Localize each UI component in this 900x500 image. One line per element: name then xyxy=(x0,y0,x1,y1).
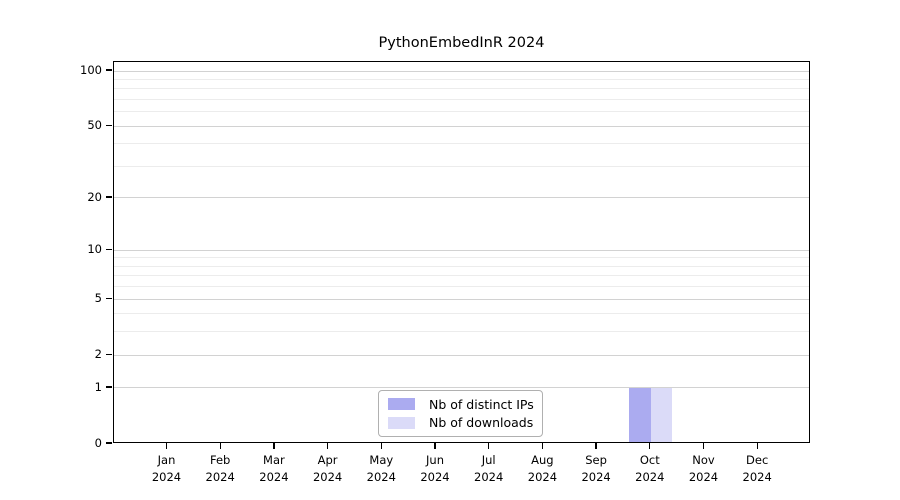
legend: Nb of distinct IPs Nb of downloads xyxy=(378,390,543,437)
y-tick-mark xyxy=(106,248,112,250)
x-tick-month: May xyxy=(369,453,394,467)
gridline-major xyxy=(114,125,809,127)
x-tick-month: Oct xyxy=(639,453,660,467)
gridline-minor xyxy=(114,257,809,259)
x-tick-label-dec: Dec 2024 xyxy=(729,452,785,485)
x-tick-mark xyxy=(756,443,758,449)
x-tick-year: 2024 xyxy=(259,469,289,484)
bar-nb-of-downloads-oct xyxy=(650,387,673,442)
y-tick-mark xyxy=(106,353,112,355)
x-tick-mark xyxy=(595,443,597,449)
gridline-minor xyxy=(114,165,809,167)
gridline-major xyxy=(114,249,809,251)
x-tick-mark xyxy=(702,443,705,449)
x-tick-label-oct: Oct 2024 xyxy=(622,452,678,485)
y-tick-mark xyxy=(106,69,112,71)
y-tick-mark xyxy=(106,442,112,444)
x-tick-label-apr: Apr 2024 xyxy=(300,452,356,485)
y-tick-label: 5 xyxy=(94,291,102,306)
x-tick-mark xyxy=(541,443,544,449)
x-tick-year: 2024 xyxy=(312,469,343,484)
y-tick-label: 2 xyxy=(94,347,102,362)
gridline-major xyxy=(114,354,809,356)
x-tick-month: Aug xyxy=(531,453,554,467)
x-tick-year: 2024 xyxy=(742,469,772,484)
gridline-minor xyxy=(114,143,809,145)
x-tick-mark xyxy=(434,443,436,449)
x-tick-label-mar: Mar 2024 xyxy=(246,452,302,485)
x-tick-label-may: May 2024 xyxy=(353,452,409,485)
x-tick-month: Sep xyxy=(585,453,607,467)
y-tick-label: 20 xyxy=(87,189,102,204)
x-tick-label-sep: Sep 2024 xyxy=(568,452,624,485)
plot-area xyxy=(113,61,810,443)
x-tick-year: 2024 xyxy=(581,469,611,484)
x-tick-mark xyxy=(165,443,168,449)
x-tick-month: Feb xyxy=(210,453,231,467)
x-tick-label-jul: Jul 2024 xyxy=(461,452,517,485)
x-tick-label-jan: Jan 2024 xyxy=(139,452,195,485)
gridline-minor xyxy=(114,111,809,113)
gridline-major xyxy=(114,387,809,389)
gridline-minor xyxy=(114,88,809,90)
gridline-major xyxy=(114,70,809,72)
legend-item-distinct-ips: Nb of distinct IPs xyxy=(388,397,536,412)
gridline-minor xyxy=(114,275,809,277)
y-tick-mark xyxy=(106,196,112,198)
x-tick-mark xyxy=(273,443,275,449)
x-tick-year: 2024 xyxy=(688,469,719,484)
x-tick-label-nov: Nov 2024 xyxy=(676,452,732,485)
y-tick-mark xyxy=(106,124,112,126)
legend-label-downloads: Nb of downloads xyxy=(429,415,534,431)
x-tick-month: Jul xyxy=(481,453,496,467)
gridline-minor xyxy=(114,313,809,315)
gridline-major xyxy=(114,298,809,300)
x-tick-mark xyxy=(649,443,651,449)
x-tick-month: Nov xyxy=(692,453,715,467)
legend-label-distinct-ips: Nb of distinct IPs xyxy=(429,396,534,412)
x-tick-year: 2024 xyxy=(635,469,665,484)
x-tick-label-aug: Aug 2024 xyxy=(514,452,570,485)
x-tick-mark xyxy=(380,443,382,449)
x-tick-year: 2024 xyxy=(420,469,450,484)
legend-swatch-distinct-ips xyxy=(388,398,415,411)
y-tick-mark xyxy=(106,297,112,299)
x-tick-mark xyxy=(326,443,329,449)
gridline-minor xyxy=(114,286,809,288)
x-tick-year: 2024 xyxy=(205,469,235,484)
x-tick-year: 2024 xyxy=(527,469,558,484)
gridline-minor xyxy=(114,98,809,100)
x-tick-year: 2024 xyxy=(151,469,182,484)
legend-item-downloads: Nb of downloads xyxy=(388,415,536,430)
y-tick-label: 50 xyxy=(87,118,102,133)
x-tick-month: Mar xyxy=(263,453,285,467)
gridline-minor xyxy=(114,265,809,267)
x-tick-label-jun: Jun 2024 xyxy=(407,452,463,485)
y-tick-mark xyxy=(106,386,112,388)
x-tick-mark xyxy=(219,443,221,449)
chart-title: PythonEmbedInR 2024 xyxy=(378,35,545,51)
x-tick-month: Apr xyxy=(317,453,338,467)
x-tick-month: Dec xyxy=(746,453,769,467)
bar-nb-of-distinct-ips-oct xyxy=(629,387,651,442)
gridline-minor xyxy=(114,331,809,333)
y-tick-label: 10 xyxy=(87,242,102,257)
x-tick-year: 2024 xyxy=(474,469,504,484)
legend-swatch-downloads xyxy=(388,416,415,429)
y-tick-label: 1 xyxy=(94,379,102,394)
x-tick-label-feb: Feb 2024 xyxy=(192,452,248,485)
x-tick-month: Jun xyxy=(426,453,444,467)
x-tick-month: Jan xyxy=(157,453,176,467)
gridline-minor xyxy=(114,78,809,80)
gridline-major xyxy=(114,197,809,199)
x-tick-mark xyxy=(488,443,490,449)
y-tick-label: 100 xyxy=(80,63,102,77)
x-tick-year: 2024 xyxy=(366,469,396,484)
y-tick-label: 0 xyxy=(94,436,102,450)
